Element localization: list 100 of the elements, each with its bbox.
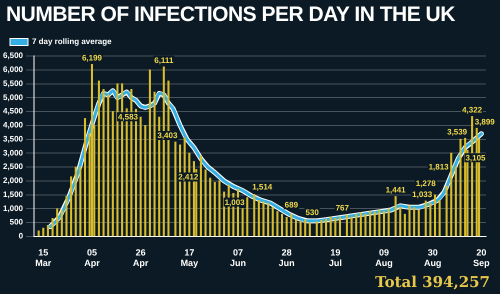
bar xyxy=(304,219,306,236)
bar xyxy=(116,83,118,236)
bar xyxy=(300,220,302,236)
data-label: 3,105 xyxy=(465,153,486,162)
bar xyxy=(200,156,202,236)
y-tick-label: 4,500 xyxy=(2,106,24,116)
bar xyxy=(65,196,68,236)
bar xyxy=(413,207,416,236)
bar xyxy=(399,206,402,236)
data-label: 1,003 xyxy=(224,198,246,207)
data-label: 6,111 xyxy=(154,56,174,65)
y-tick-label: 3,500 xyxy=(2,134,24,144)
bar xyxy=(276,211,278,236)
y-tick-label: 3,000 xyxy=(2,148,24,158)
data-label: 689 xyxy=(284,200,299,210)
y-tick-label: 2,000 xyxy=(2,176,24,186)
x-tick-label: 07 Jun xyxy=(230,247,246,268)
bar xyxy=(369,211,372,236)
bar xyxy=(242,208,244,236)
bar xyxy=(350,216,353,236)
bar xyxy=(364,214,366,236)
x-tick-label: 15 Mar xyxy=(35,247,52,268)
data-label: 3,539 xyxy=(447,127,468,136)
bar xyxy=(42,228,44,236)
bar xyxy=(46,224,49,236)
bar xyxy=(174,142,176,236)
data-label: 3,403 xyxy=(157,131,178,140)
x-tick-label: 30 Aug xyxy=(424,247,442,268)
bar xyxy=(112,111,114,236)
data-label: 1,033 xyxy=(412,190,433,199)
bar xyxy=(450,152,452,236)
x-tick-label: 28 Jun xyxy=(278,247,295,268)
data-label: 1,278 xyxy=(416,179,436,188)
bar xyxy=(262,201,265,236)
y-tick-label: 5,500 xyxy=(2,78,24,88)
bar xyxy=(388,208,390,236)
bar xyxy=(281,214,284,236)
x-tick-label: 05 Apr xyxy=(84,247,100,268)
data-label: 4,583 xyxy=(118,112,139,122)
bar xyxy=(258,200,260,236)
x-tick-label: 20 Sep xyxy=(473,247,490,268)
bar xyxy=(320,220,322,236)
bar xyxy=(154,92,156,236)
legend-label: 7 day rolling average xyxy=(32,37,112,46)
y-tick-label: 0 xyxy=(18,232,24,241)
bar xyxy=(140,116,142,236)
bar xyxy=(316,221,318,236)
bar xyxy=(360,212,362,236)
data-label: 767 xyxy=(336,203,350,212)
bar xyxy=(404,214,406,236)
data-label: 530 xyxy=(305,208,320,217)
bar xyxy=(294,219,297,236)
data-label: 1,441 xyxy=(386,186,406,195)
bar xyxy=(446,186,448,236)
bar xyxy=(84,118,86,236)
y-tick-label: 4,000 xyxy=(2,120,24,130)
bar xyxy=(438,200,441,236)
bar xyxy=(253,194,256,236)
data-label: 4,322 xyxy=(462,106,483,115)
bar xyxy=(355,214,358,236)
bar xyxy=(79,166,82,236)
bar xyxy=(382,211,386,236)
bar xyxy=(334,218,336,236)
bar xyxy=(374,212,376,236)
bar xyxy=(378,210,380,236)
bar xyxy=(218,180,220,236)
x-tick-label: 17 May xyxy=(180,247,198,268)
bar xyxy=(424,200,427,236)
bar xyxy=(346,214,348,236)
y-tick-label: 5,000 xyxy=(2,92,24,102)
data-label: 6,199 xyxy=(82,54,103,63)
bar xyxy=(434,194,436,236)
bar xyxy=(70,176,72,236)
bar xyxy=(214,182,216,236)
bar xyxy=(209,178,212,236)
bar xyxy=(454,166,457,236)
bar xyxy=(90,64,93,236)
y-tick-label: 6,000 xyxy=(2,65,24,74)
bar xyxy=(308,222,311,236)
bar xyxy=(338,216,342,236)
bar xyxy=(394,196,397,236)
bar xyxy=(290,214,292,236)
data-label: 1,514 xyxy=(252,182,273,192)
bar xyxy=(246,197,248,236)
bar xyxy=(204,169,207,236)
chart-title: NUMBER OF INFECTIONS PER DAY IN THE UK xyxy=(6,3,455,27)
x-tick-label: 09 Aug xyxy=(375,247,393,268)
y-tick-label: 500 xyxy=(10,218,24,227)
bar xyxy=(38,230,40,236)
x-tick-label: 26 Apr xyxy=(132,247,149,268)
bar xyxy=(107,94,110,236)
bar xyxy=(148,70,151,236)
bar xyxy=(325,218,328,236)
bar xyxy=(429,202,432,236)
bar xyxy=(144,125,146,236)
bar xyxy=(272,206,274,236)
bar xyxy=(52,218,54,236)
y-tick-label: 1,500 xyxy=(2,190,24,199)
bar xyxy=(60,210,63,236)
bar xyxy=(267,202,270,236)
